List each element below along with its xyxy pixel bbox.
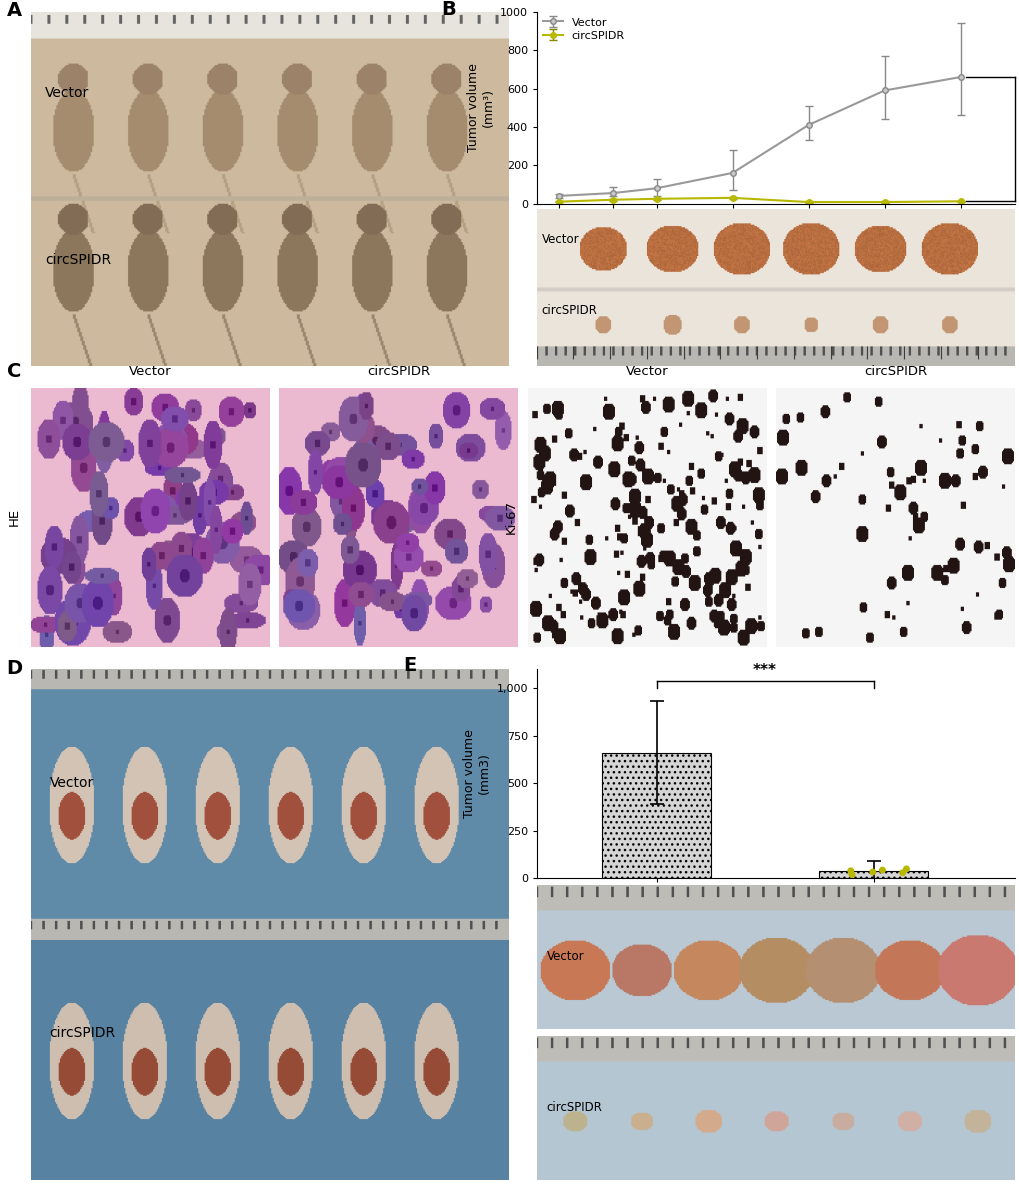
Text: E: E — [403, 656, 416, 676]
Bar — [601, 753, 710, 878]
Point — [842, 861, 858, 880]
Text: C: C — [7, 363, 21, 382]
Point — [843, 865, 859, 884]
Text: circSPIDR: circSPIDR — [50, 1026, 116, 1040]
Legend: Vector, circSPIDR: Vector, circSPIDR — [542, 18, 624, 42]
Text: ***: *** — [752, 663, 776, 677]
Text: circSPIDR: circSPIDR — [367, 365, 430, 378]
Text: Vector: Vector — [546, 950, 584, 963]
Text: circSPIDR: circSPIDR — [45, 253, 111, 267]
Point — [864, 862, 880, 881]
Text: B: B — [441, 0, 455, 19]
Text: D: D — [7, 658, 22, 677]
Text: circSPIDR: circSPIDR — [541, 304, 597, 317]
Text: circSPIDR: circSPIDR — [863, 365, 926, 378]
Text: Vector: Vector — [50, 776, 94, 790]
Text: Vector: Vector — [625, 365, 667, 378]
Text: Ki-67: Ki-67 — [504, 500, 518, 535]
Text: Vector: Vector — [45, 87, 89, 101]
Text: circSPIDR: circSPIDR — [546, 1102, 602, 1115]
Text: Vector: Vector — [128, 365, 171, 378]
Point — [873, 861, 890, 880]
Text: HE: HE — [8, 509, 21, 527]
Text: Vector: Vector — [541, 234, 579, 247]
Y-axis label: Tumor volume
(mm3): Tumor volume (mm3) — [463, 729, 490, 818]
Bar — [818, 872, 927, 878]
Point — [894, 863, 910, 882]
X-axis label: Time (days): Time (days) — [738, 228, 812, 241]
Y-axis label: Tumor volume
(mm³): Tumor volume (mm³) — [466, 63, 494, 152]
Text: A: A — [7, 1, 21, 20]
Point — [898, 860, 914, 879]
